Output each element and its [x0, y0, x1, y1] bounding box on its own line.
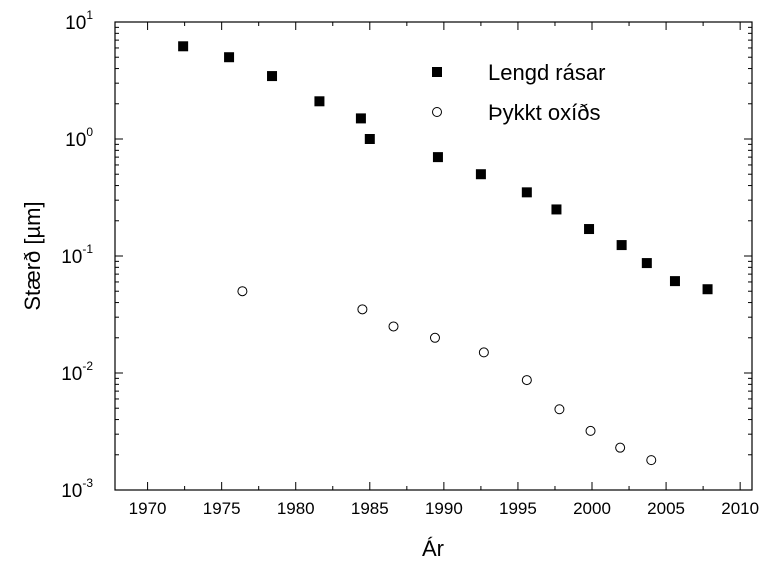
y-tick-base: 10 [61, 364, 82, 385]
marker [702, 284, 713, 295]
x-tick-label: 2010 [721, 499, 759, 518]
x-tick-label: 1995 [499, 499, 537, 518]
marker [364, 134, 375, 144]
marker [224, 52, 235, 63]
x-tick-label: 2000 [573, 499, 611, 518]
y-tick-base: 10 [65, 13, 86, 34]
y-tick-exponent: -2 [82, 359, 93, 373]
y-tick-label: 101 [65, 8, 93, 34]
y-tick-label: 10-3 [61, 476, 93, 502]
legend-label: Þykkt oxíðs [488, 100, 600, 125]
marker [355, 113, 366, 124]
marker [178, 41, 189, 52]
marker [669, 276, 680, 287]
y-tick-exponent: 1 [86, 8, 93, 22]
y-tick-label: 10-1 [61, 242, 93, 268]
marker [388, 321, 399, 332]
marker [429, 332, 440, 343]
legend-marker [432, 67, 442, 77]
marker [646, 455, 657, 466]
marker [267, 71, 278, 82]
x-tick-label: 1985 [351, 499, 389, 518]
y-axis-label: Stærð [µm] [20, 201, 45, 310]
plot-frame [114, 21, 753, 491]
x-axis-label: Ár [422, 536, 444, 561]
x-tick-label: 1990 [425, 499, 463, 518]
y-tick-base: 10 [61, 247, 82, 268]
marker [641, 258, 652, 269]
y-tick-label: 100 [65, 125, 93, 151]
legend-label: Lengd rásar [488, 60, 605, 85]
marker [521, 187, 532, 198]
marker [475, 169, 486, 180]
x-tick-label: 1975 [203, 499, 241, 518]
x-tick-label: 2005 [647, 499, 685, 518]
marker [615, 442, 626, 453]
x-tick-label: 1980 [277, 499, 315, 518]
marker [478, 347, 489, 358]
marker [554, 404, 565, 415]
y-tick-base: 10 [65, 130, 86, 151]
y-tick-label: 10-2 [61, 359, 93, 385]
marker [585, 425, 596, 436]
marker [584, 224, 595, 235]
y-tick-exponent: 0 [86, 125, 93, 139]
y-tick-base: 10 [61, 481, 82, 502]
marker [237, 286, 248, 297]
marker [432, 152, 443, 163]
marker [551, 204, 562, 215]
legend-marker [432, 107, 442, 117]
marker [314, 96, 325, 107]
marker [357, 304, 368, 315]
marker [616, 240, 627, 251]
y-tick-exponent: -3 [82, 476, 93, 490]
y-tick-exponent: -1 [82, 242, 93, 256]
x-tick-label: 1970 [129, 499, 167, 518]
marker [521, 375, 532, 386]
